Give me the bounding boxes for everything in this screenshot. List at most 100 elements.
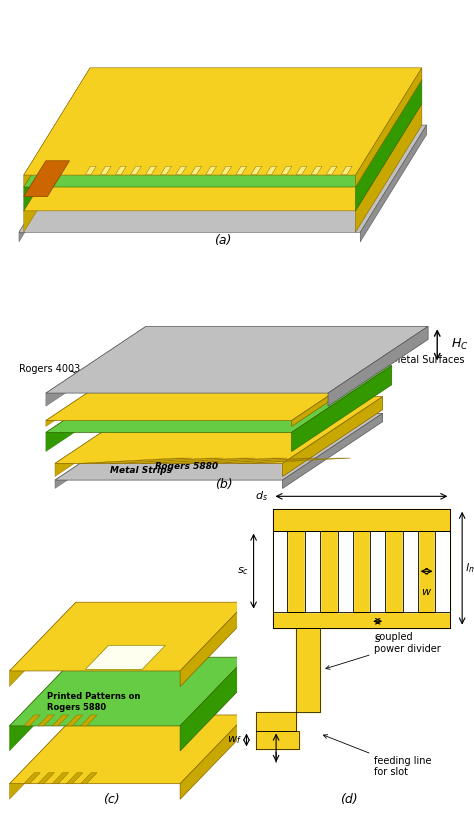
Polygon shape — [251, 166, 262, 174]
Polygon shape — [46, 366, 146, 451]
Text: $d_s$: $d_s$ — [255, 489, 268, 503]
Polygon shape — [55, 413, 155, 488]
Polygon shape — [109, 458, 223, 464]
Polygon shape — [141, 458, 255, 464]
Text: Rogers 5880: Rogers 5880 — [155, 462, 218, 471]
Polygon shape — [296, 166, 307, 174]
Text: $s$: $s$ — [374, 634, 382, 644]
Polygon shape — [81, 715, 97, 726]
Polygon shape — [273, 509, 450, 531]
Polygon shape — [24, 715, 40, 726]
Polygon shape — [180, 658, 246, 751]
Polygon shape — [292, 353, 392, 427]
Polygon shape — [52, 715, 69, 726]
Polygon shape — [161, 166, 172, 174]
Polygon shape — [328, 326, 428, 406]
Text: $w$: $w$ — [421, 587, 432, 597]
Text: (d): (d) — [339, 792, 357, 806]
Polygon shape — [356, 104, 422, 233]
Polygon shape — [9, 603, 76, 686]
Text: $s_c$: $s_c$ — [237, 566, 249, 577]
Text: Printed Patterns on
Rogers 5880: Printed Patterns on Rogers 5880 — [47, 692, 141, 712]
Text: $l_s$: $l_s$ — [119, 619, 128, 633]
Polygon shape — [24, 104, 422, 211]
Polygon shape — [85, 166, 96, 174]
Text: $w_f$: $w_f$ — [227, 734, 242, 746]
Text: (a): (a) — [214, 233, 231, 247]
Polygon shape — [24, 161, 70, 196]
Polygon shape — [436, 533, 450, 612]
Polygon shape — [305, 533, 320, 612]
Polygon shape — [311, 166, 322, 174]
Polygon shape — [55, 397, 383, 464]
Polygon shape — [46, 326, 146, 406]
Polygon shape — [66, 715, 83, 726]
Polygon shape — [55, 413, 383, 480]
Text: Metal Strips: Metal Strips — [109, 465, 172, 474]
Polygon shape — [206, 166, 217, 174]
Polygon shape — [356, 68, 422, 187]
Polygon shape — [46, 353, 146, 427]
Polygon shape — [283, 413, 383, 488]
Polygon shape — [356, 80, 422, 211]
Polygon shape — [273, 531, 450, 612]
Polygon shape — [24, 80, 90, 211]
Text: $H_C$: $H_C$ — [451, 337, 468, 353]
Polygon shape — [360, 125, 427, 242]
Text: $w_s$: $w_s$ — [173, 651, 187, 663]
Polygon shape — [24, 773, 40, 783]
Polygon shape — [337, 533, 353, 612]
Polygon shape — [38, 715, 55, 726]
Polygon shape — [116, 166, 126, 174]
Polygon shape — [221, 166, 232, 174]
Polygon shape — [256, 731, 299, 750]
Text: Metal Surfaces: Metal Surfaces — [392, 355, 464, 365]
Polygon shape — [266, 166, 277, 174]
Polygon shape — [55, 397, 155, 477]
Text: coupled
power divider: coupled power divider — [326, 632, 441, 669]
Polygon shape — [173, 458, 287, 464]
Text: (c): (c) — [103, 792, 120, 806]
Polygon shape — [326, 166, 337, 174]
Polygon shape — [9, 715, 246, 783]
Polygon shape — [9, 658, 76, 751]
Polygon shape — [81, 773, 97, 783]
Polygon shape — [236, 166, 247, 174]
Polygon shape — [85, 645, 165, 669]
Polygon shape — [273, 533, 287, 612]
Polygon shape — [281, 166, 292, 174]
Polygon shape — [78, 458, 191, 464]
Polygon shape — [9, 715, 76, 799]
Polygon shape — [180, 603, 246, 686]
Text: Rogers 4003: Rogers 4003 — [18, 364, 80, 374]
Polygon shape — [19, 125, 85, 242]
Polygon shape — [130, 166, 141, 174]
Polygon shape — [191, 166, 201, 174]
Polygon shape — [24, 80, 422, 187]
Polygon shape — [24, 104, 90, 233]
Polygon shape — [176, 166, 186, 174]
Polygon shape — [292, 366, 392, 451]
Polygon shape — [38, 773, 55, 783]
Polygon shape — [370, 533, 385, 612]
Text: $l_m$: $l_m$ — [465, 561, 474, 575]
Polygon shape — [9, 658, 246, 726]
Polygon shape — [9, 603, 246, 671]
Text: feeding line
for slot: feeding line for slot — [323, 735, 432, 777]
Polygon shape — [46, 366, 392, 432]
Polygon shape — [146, 166, 156, 174]
Polygon shape — [19, 125, 427, 233]
Polygon shape — [273, 612, 450, 627]
Polygon shape — [24, 68, 90, 187]
Polygon shape — [52, 773, 69, 783]
Polygon shape — [46, 353, 392, 421]
Polygon shape — [341, 166, 352, 174]
Polygon shape — [180, 715, 246, 799]
Polygon shape — [100, 166, 111, 174]
Polygon shape — [46, 326, 428, 393]
Polygon shape — [256, 712, 296, 731]
Polygon shape — [296, 627, 320, 712]
Text: (b): (b) — [215, 478, 232, 491]
Polygon shape — [403, 533, 418, 612]
Polygon shape — [24, 68, 422, 175]
